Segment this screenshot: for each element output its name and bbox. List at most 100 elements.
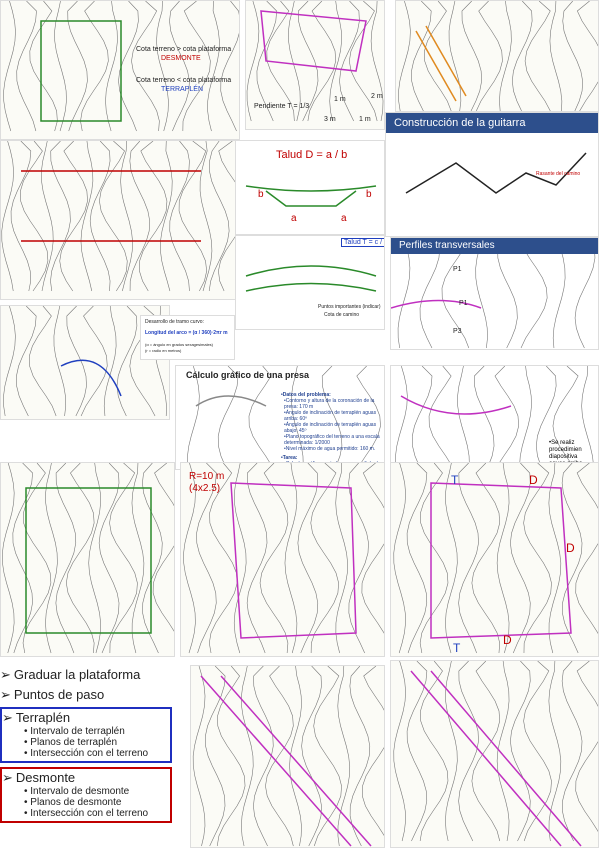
text: DESMONTE — [161, 55, 201, 62]
contour — [461, 1, 482, 111]
contours — [393, 463, 598, 654]
contour — [523, 463, 552, 654]
contour — [205, 666, 226, 847]
contour — [59, 141, 88, 292]
contour — [474, 366, 495, 467]
contour — [475, 1, 503, 111]
contour — [301, 666, 322, 847]
contour — [574, 238, 596, 349]
bullet-list: Graduar la plataforma Puntos de paso Ter… — [0, 665, 180, 845]
contour — [216, 666, 246, 847]
contour — [397, 238, 411, 349]
contour — [187, 366, 200, 467]
contour — [524, 1, 551, 111]
text: 1 m — [334, 96, 346, 103]
contour — [55, 463, 77, 654]
contour — [246, 463, 268, 654]
contour — [406, 463, 428, 654]
contour — [411, 1, 432, 111]
contour — [183, 463, 196, 654]
text: TERRAPLÉN — [161, 86, 204, 93]
contours — [391, 238, 596, 349]
text: Talud D = a / b — [276, 149, 348, 161]
contour — [129, 141, 151, 292]
contour — [67, 1, 88, 132]
contour — [519, 366, 532, 467]
contour — [253, 666, 274, 847]
text: 2 m — [371, 93, 383, 100]
contour — [80, 306, 108, 417]
text: (r = radio en metros) — [145, 348, 182, 353]
contour — [419, 238, 441, 349]
text: 1 m — [359, 116, 371, 123]
text: •Ángulo de inclinación de terraplén agua… — [284, 422, 377, 434]
text: Intervalo de desmonte — [24, 786, 170, 797]
contour — [581, 366, 594, 467]
contour — [496, 661, 510, 842]
tile-map-t — [190, 665, 385, 848]
outline — [391, 299, 482, 309]
contour — [575, 661, 598, 833]
contour — [116, 306, 138, 417]
contour — [80, 141, 94, 292]
list: Intervalo de terraplénPlanos de terraplé… — [2, 726, 170, 759]
contour — [89, 141, 111, 292]
contours — [3, 1, 239, 132]
contour — [549, 1, 563, 111]
text: •Datos del problema: — [281, 392, 331, 398]
tile-map-td — [390, 660, 599, 848]
outline — [405, 152, 587, 194]
text: a — [291, 213, 297, 224]
text: •Se realiz — [549, 440, 575, 446]
contour — [499, 1, 512, 111]
contour — [291, 366, 304, 467]
contours — [245, 185, 377, 207]
outline — [230, 482, 357, 639]
contour — [575, 463, 598, 635]
contour — [561, 463, 583, 654]
text: P3 — [453, 328, 462, 335]
tile-guitarra: Construcción de la guitarra Rasante del … — [385, 112, 599, 237]
text: T — [453, 641, 461, 655]
text: P1 — [453, 266, 462, 273]
tile-radio: R=10 m (4x2.5) — [180, 462, 385, 657]
contour — [419, 661, 449, 842]
text: Intersección con el terreno — [24, 808, 170, 819]
outline — [245, 265, 377, 292]
contour — [520, 238, 548, 349]
tile-presa: Cálculo gráfico de una presa •Datos del … — [175, 365, 385, 470]
contour — [2, 463, 15, 654]
text: b — [366, 189, 372, 200]
contour — [248, 366, 273, 467]
contour — [152, 463, 174, 632]
contour — [424, 1, 452, 111]
text: Cota terreno > cota plataforma — [136, 46, 232, 53]
contour — [284, 463, 298, 654]
contour — [220, 1, 239, 132]
outline — [21, 170, 201, 242]
text: diapositiva — [549, 454, 578, 460]
contour — [548, 463, 562, 654]
contour — [370, 1, 384, 122]
text: T — [451, 473, 459, 487]
contour — [510, 463, 531, 654]
text: Desarrollo de tramo curvo: — [145, 319, 204, 325]
contour — [561, 661, 583, 842]
contour — [535, 366, 557, 467]
contour — [471, 661, 501, 842]
contour — [307, 1, 337, 122]
contour — [88, 463, 101, 654]
contour — [246, 1, 260, 122]
contour — [329, 1, 342, 122]
contour — [240, 666, 254, 847]
text: Cota terreno < cota plataforma — [136, 77, 232, 84]
contour — [139, 141, 168, 292]
text: Puntos importantes (indicar) — [318, 304, 381, 310]
text-block: •Datos del problema: •Contorno y altura d… — [281, 392, 381, 469]
contour — [321, 366, 343, 467]
outline — [40, 20, 122, 122]
contour — [445, 463, 458, 654]
contour — [45, 463, 58, 654]
contour — [310, 463, 339, 654]
contour — [259, 463, 289, 654]
